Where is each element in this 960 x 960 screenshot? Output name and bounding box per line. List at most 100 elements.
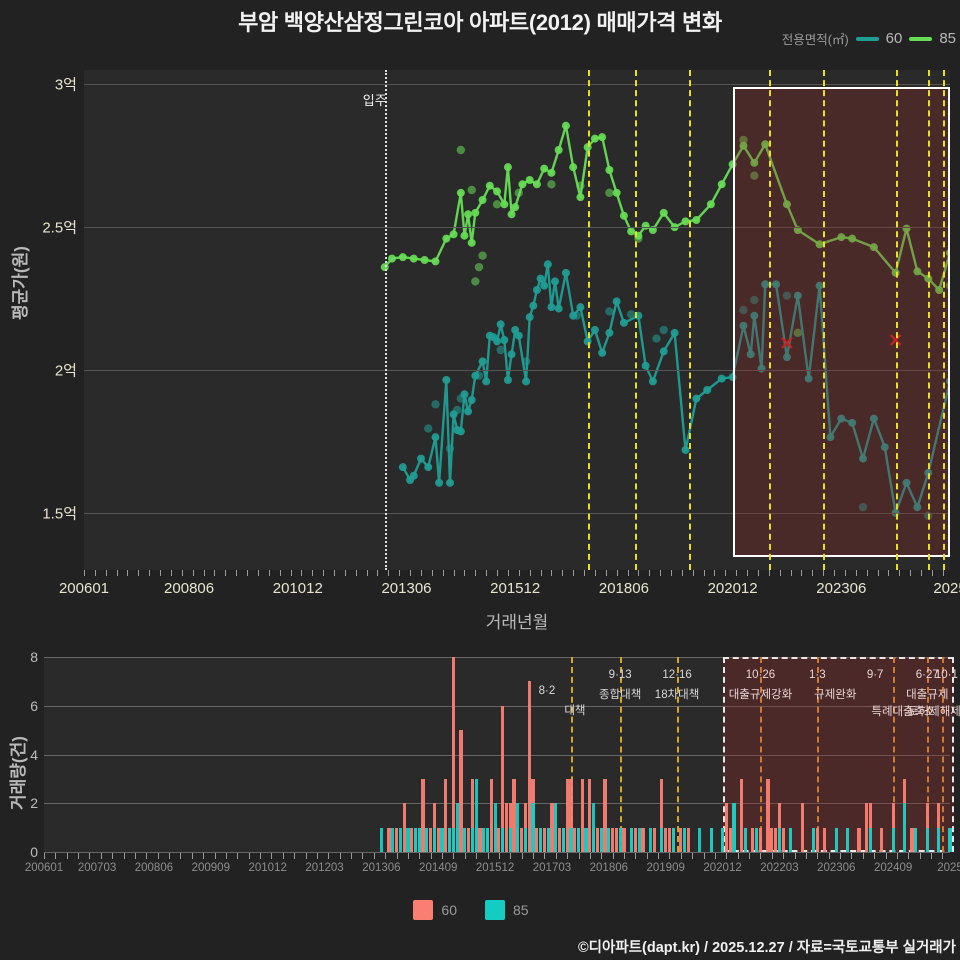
policy-marker-line — [689, 70, 692, 570]
x-marker — [781, 337, 793, 349]
legend-label-60-box: 60 — [441, 902, 457, 918]
axis-tick — [323, 570, 325, 576]
policy-marker-line — [942, 657, 945, 852]
axis-tick — [507, 570, 509, 576]
volume-bar-60 — [679, 827, 683, 852]
axis-tick — [294, 853, 296, 859]
policy-marker-line — [817, 657, 820, 852]
volume-bar-85 — [846, 827, 850, 852]
scatter-point — [431, 400, 440, 409]
scatter-point — [782, 291, 792, 300]
policy-name-label: 18차대책 — [654, 689, 700, 701]
volume-bar-85 — [789, 827, 793, 852]
axis-tick — [714, 570, 716, 576]
axis-tick — [305, 853, 307, 859]
axis-tick — [521, 853, 523, 859]
volume-bar-60 — [527, 681, 531, 852]
data-point — [532, 180, 541, 189]
data-point — [500, 200, 509, 209]
scatter-point — [739, 135, 748, 145]
data-point — [815, 240, 824, 249]
scatter-point — [858, 502, 868, 512]
data-point — [717, 180, 726, 189]
policy-marker-line — [677, 657, 680, 852]
policy-name-label: 토허제해제 — [907, 706, 960, 718]
data-point — [782, 200, 791, 209]
data-point — [503, 376, 512, 384]
axis-tick — [399, 570, 401, 576]
volume-y-axis-title: 거래량(건) — [9, 736, 28, 810]
axis-tick — [373, 853, 375, 859]
gridline — [84, 227, 950, 229]
axis-tick — [301, 570, 303, 576]
volume-bar-85 — [516, 803, 520, 852]
axis-tick — [487, 853, 489, 859]
volume-bar-85 — [417, 827, 421, 852]
data-point — [540, 164, 549, 173]
scatter-point — [471, 277, 480, 286]
axis-tick — [225, 853, 227, 859]
data-point — [464, 210, 473, 219]
axis-tick — [823, 570, 825, 576]
volume-bar-60 — [444, 778, 448, 852]
data-point — [540, 281, 549, 290]
axis-tick — [328, 853, 330, 859]
axis-tick — [649, 570, 651, 576]
volume-bar-60 — [614, 827, 618, 852]
x-tick-label: 202306 — [816, 580, 867, 597]
axis-tick — [475, 570, 477, 576]
volume-bar-60 — [542, 827, 546, 852]
axis-tick — [805, 853, 807, 859]
x-tick-label: 200601 — [58, 580, 110, 597]
axis-tick — [268, 570, 270, 576]
axis-tick — [638, 570, 640, 576]
data-point — [869, 414, 878, 423]
y-tick-label: 1.5억 — [42, 505, 77, 523]
data-point — [717, 374, 726, 383]
legend-item-85: 85 — [485, 900, 529, 920]
volume-bar-60 — [611, 827, 615, 852]
volume-bar-60 — [565, 778, 569, 852]
axis-tick — [420, 570, 422, 576]
axis-tick — [407, 853, 409, 859]
axis-tick — [616, 570, 618, 576]
axis-tick — [725, 570, 727, 576]
policy-date-label: 10·26 — [745, 669, 776, 681]
axis-tick — [84, 570, 85, 576]
volume-bar-85 — [660, 827, 664, 852]
volume-chart-legend: 60 85 — [0, 900, 960, 920]
data-point — [902, 478, 911, 487]
x-tick-label: 201512 — [490, 580, 541, 597]
volume-bar-60 — [478, 827, 482, 852]
volume-bar-60 — [664, 827, 668, 852]
axis-tick — [919, 853, 921, 859]
data-point — [826, 433, 835, 442]
volume-bar-60 — [660, 778, 664, 852]
volume-bar-85 — [868, 827, 872, 852]
volume-bar-60 — [652, 827, 656, 852]
axis-tick — [533, 853, 534, 859]
data-point — [493, 337, 502, 346]
axis-tick — [589, 853, 591, 859]
data-point — [706, 200, 715, 209]
axis-tick — [726, 853, 728, 859]
axis-tick — [453, 570, 455, 576]
axis-tick — [646, 853, 648, 859]
axis-tick — [157, 853, 159, 859]
volume-bar-60 — [557, 827, 562, 852]
data-point — [431, 257, 440, 266]
policy-marker-line — [760, 657, 763, 852]
axis-tick — [486, 570, 488, 576]
legend-label-60: 60 — [885, 30, 903, 47]
data-point — [902, 224, 911, 233]
data-point — [554, 146, 563, 154]
volume-bar-60 — [857, 827, 861, 852]
volume-x-tick-labels: 200601 200703 200806 200909 201012 201203 2013… — [25, 862, 960, 878]
axis-tick — [419, 853, 421, 859]
data-point — [692, 216, 701, 224]
volume-bar-85 — [576, 827, 581, 852]
axis-tick — [192, 570, 194, 576]
y-tick-label: 2억 — [54, 362, 77, 380]
volume-bar-60 — [588, 778, 592, 852]
scatter-point — [750, 171, 759, 180]
